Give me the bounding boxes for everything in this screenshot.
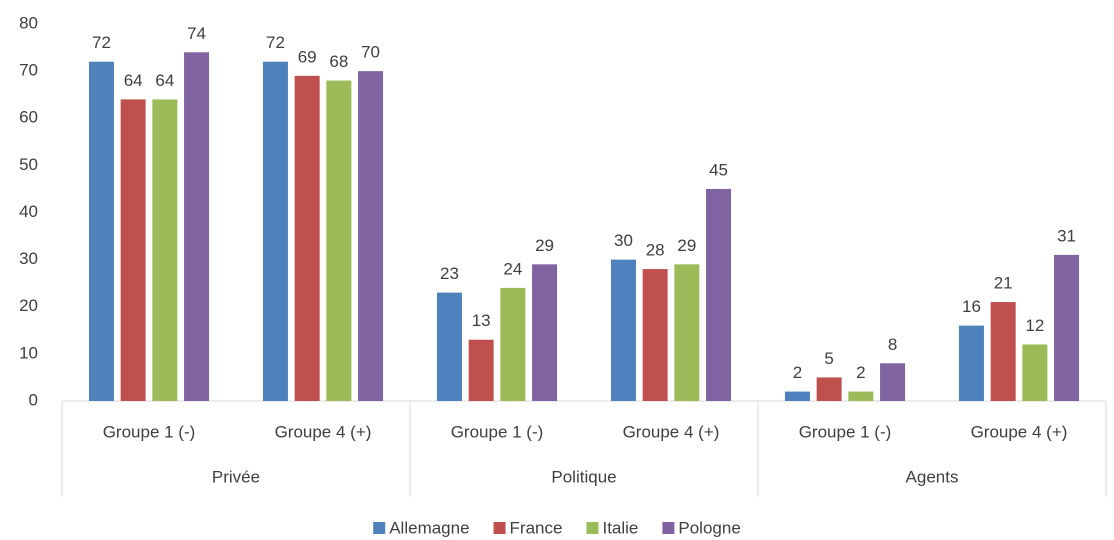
data-label: 72 bbox=[92, 33, 111, 52]
data-label: 2 bbox=[856, 363, 865, 382]
bar bbox=[674, 264, 700, 401]
bar bbox=[848, 391, 874, 401]
data-label: 45 bbox=[709, 160, 728, 179]
y-tick-label: 0 bbox=[29, 390, 38, 409]
data-label: 8 bbox=[888, 335, 897, 354]
data-label: 69 bbox=[298, 47, 317, 66]
bar bbox=[326, 80, 352, 402]
x-tick-label: Groupe 1 (-) bbox=[799, 422, 892, 441]
legend-swatch bbox=[493, 522, 506, 534]
data-label: 74 bbox=[187, 24, 206, 43]
bar bbox=[294, 75, 320, 402]
bar bbox=[784, 391, 810, 401]
y-tick-label: 30 bbox=[19, 249, 38, 268]
data-label: 64 bbox=[124, 71, 143, 90]
data-label: 23 bbox=[440, 264, 459, 283]
bar bbox=[1054, 254, 1080, 401]
legend-swatch bbox=[586, 522, 599, 534]
y-tick-label: 70 bbox=[19, 61, 38, 80]
legend-label: Italie bbox=[602, 518, 638, 537]
data-label: 12 bbox=[1025, 316, 1044, 335]
bar bbox=[610, 259, 636, 401]
bar bbox=[436, 292, 462, 401]
legend-swatch bbox=[662, 522, 675, 534]
y-tick-label: 40 bbox=[19, 202, 38, 221]
group-label: Agents bbox=[906, 467, 959, 486]
data-label: 16 bbox=[962, 297, 981, 316]
bar bbox=[358, 71, 384, 401]
data-label: 31 bbox=[1057, 226, 1076, 245]
x-tick-label: Groupe 4 (+) bbox=[971, 422, 1068, 441]
data-label: 13 bbox=[472, 311, 491, 330]
y-tick-label: 80 bbox=[19, 13, 38, 32]
y-tick-label: 50 bbox=[19, 155, 38, 174]
data-label: 21 bbox=[994, 274, 1013, 293]
legend-label: Pologne bbox=[678, 518, 740, 537]
bar bbox=[468, 339, 494, 401]
bar bbox=[706, 188, 732, 401]
bar bbox=[152, 99, 178, 402]
y-tick-label: 10 bbox=[19, 343, 38, 362]
data-label: 24 bbox=[503, 259, 522, 278]
y-tick-label: 20 bbox=[19, 296, 38, 315]
bar bbox=[880, 363, 906, 401]
x-tick-label: Groupe 4 (+) bbox=[623, 422, 720, 441]
bar bbox=[958, 325, 984, 401]
bar bbox=[1022, 344, 1048, 401]
data-label: 64 bbox=[155, 71, 174, 90]
x-tick-label: Groupe 1 (-) bbox=[103, 422, 196, 441]
legend-label: Allemagne bbox=[389, 518, 469, 537]
bar bbox=[500, 287, 526, 401]
group-label: Privée bbox=[212, 467, 260, 486]
legend-label: France bbox=[510, 518, 563, 537]
group-label: Politique bbox=[551, 467, 616, 486]
bar bbox=[88, 61, 114, 401]
x-tick-label: Groupe 1 (-) bbox=[451, 422, 544, 441]
bar bbox=[990, 302, 1016, 401]
y-tick-label: 60 bbox=[19, 108, 38, 127]
data-label: 70 bbox=[361, 43, 380, 62]
data-label: 72 bbox=[266, 33, 285, 52]
bar bbox=[532, 264, 558, 401]
x-tick-label: Groupe 4 (+) bbox=[275, 422, 372, 441]
legend-swatch bbox=[373, 522, 386, 534]
bar bbox=[262, 61, 288, 401]
bar bbox=[184, 52, 210, 402]
data-label: 68 bbox=[329, 52, 348, 71]
data-label: 5 bbox=[824, 349, 833, 368]
bar bbox=[120, 99, 146, 402]
data-label: 2 bbox=[793, 363, 802, 382]
data-label: 29 bbox=[677, 236, 696, 255]
bar bbox=[816, 377, 842, 401]
data-label: 30 bbox=[614, 231, 633, 250]
data-label: 29 bbox=[535, 236, 554, 255]
data-label: 28 bbox=[646, 241, 665, 260]
bar bbox=[642, 269, 668, 401]
